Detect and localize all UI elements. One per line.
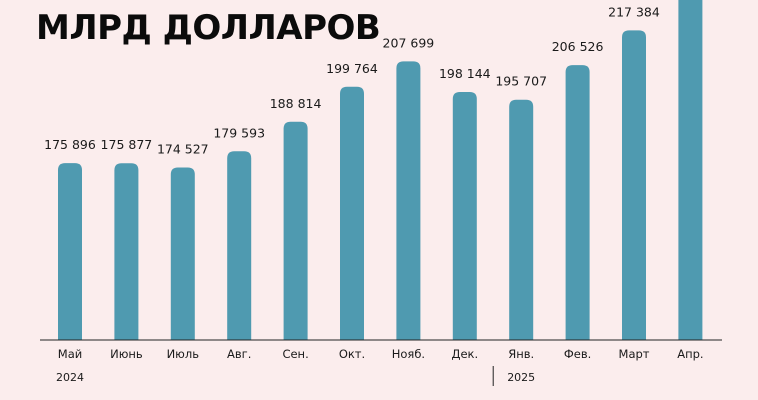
year-labels-group: 2024 2025 (56, 366, 535, 386)
tick-label-1: Май (58, 347, 82, 361)
bar-9 (509, 99, 534, 340)
bars-group (58, 0, 703, 341)
tick-label-8: Дек. (451, 347, 478, 361)
bar-1 (58, 163, 82, 340)
tick-label-7: Нояб. (392, 347, 425, 361)
tick-label-10: Фев. (564, 347, 591, 361)
value-label-4: 179 593 (213, 125, 265, 140)
bar-10 (565, 65, 590, 341)
chart-title: МЛРД ДОЛЛАРОВ (36, 8, 381, 48)
value-label-7: 207 699 (383, 35, 435, 50)
bar-2 (114, 163, 139, 340)
value-label-9: 195 707 (495, 74, 547, 89)
year-label-2024: 2024 (56, 371, 84, 384)
tick-label-11: Март (619, 347, 650, 361)
tick-label-5: Сен. (282, 347, 308, 361)
value-label-1: 175 896 (44, 137, 96, 152)
value-label-2: 175 877 (101, 137, 153, 152)
value-labels-group: 175 896 175 877 174 527 179 593 188 814 199 7… (44, 4, 660, 157)
bar-6 (340, 86, 364, 340)
tick-label-6: Окт. (339, 347, 365, 361)
value-label-11: 217 384 (608, 4, 660, 19)
tick-label-4: Авг. (227, 347, 251, 361)
bar-11 (622, 30, 646, 340)
bar-7 (396, 61, 421, 341)
tick-label-12: Апр. (677, 347, 703, 361)
value-label-5: 188 814 (270, 96, 322, 111)
tick-label-3: Июль (167, 347, 200, 361)
value-label-8: 198 144 (439, 66, 491, 81)
year-label-2025: 2025 (507, 371, 535, 384)
value-label-6: 199 764 (326, 61, 378, 76)
bar-4 (227, 151, 252, 340)
bar-8 (452, 91, 477, 340)
value-label-10: 206 526 (552, 39, 604, 54)
tick-labels-group: Май Июнь Июль Авг. Сен. Окт. Нояб. Дек. Янв. Фев.… (58, 347, 704, 361)
tick-label-9: Янв. (508, 347, 534, 361)
value-label-3: 174 527 (157, 142, 209, 157)
tick-label-2: Июнь (110, 347, 143, 361)
bar-12 (678, 0, 703, 340)
bar-5 (283, 121, 308, 340)
bar-3 (170, 167, 195, 340)
